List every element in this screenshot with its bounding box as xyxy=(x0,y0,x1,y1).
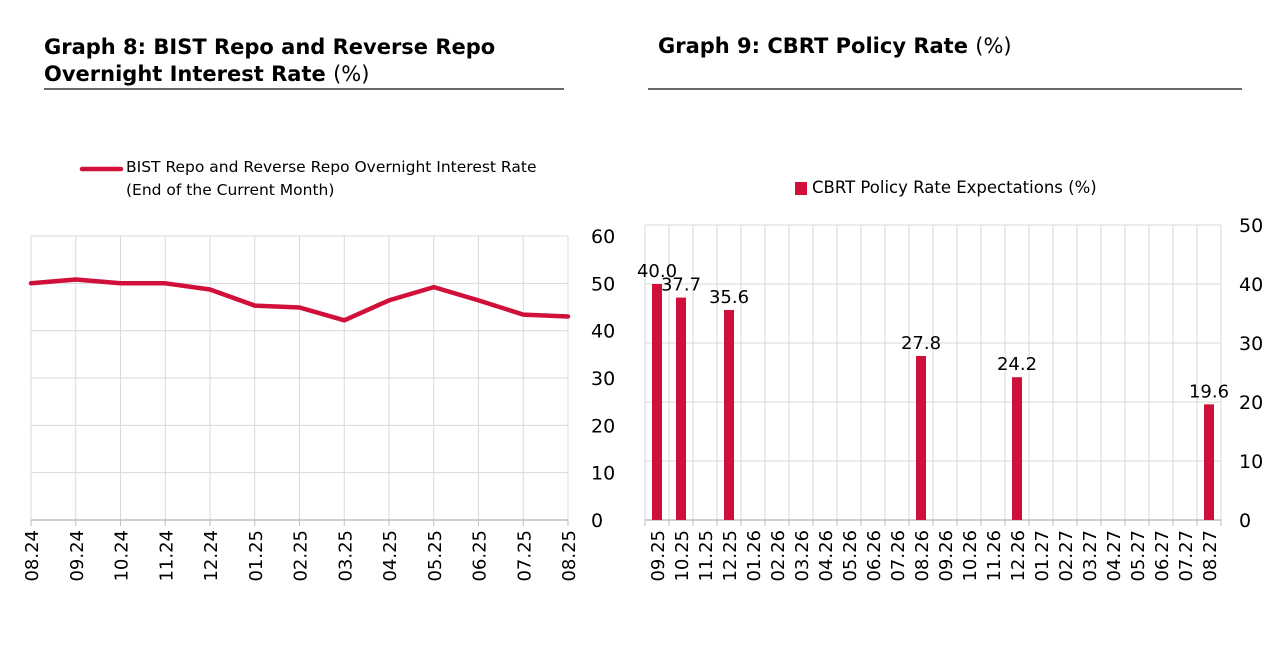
graph8-y-tick-label: 0 xyxy=(591,510,603,532)
graph8-x-tick-label: 11.24 xyxy=(156,530,177,582)
graph9-data-label: 19.6 xyxy=(1189,381,1229,402)
graph9-x-tick-label: 06.27 xyxy=(1152,530,1173,582)
graph8-x-tick-label: 03.25 xyxy=(335,530,356,582)
graph9-x-tick-label: 08.26 xyxy=(912,530,933,582)
graph9-x-tick-label: 07.26 xyxy=(888,530,909,582)
graph8-title: Graph 8: BIST Repo and Reverse Repo Over… xyxy=(44,34,619,88)
graph9-x-tick-label: 07.27 xyxy=(1176,530,1197,582)
graph8-x-tick-label: 08.24 xyxy=(22,530,43,582)
graph8-title-text: Graph 8: BIST Repo and Reverse Repo Over… xyxy=(44,35,496,86)
graph9-x-tick-label: 08.27 xyxy=(1200,530,1221,582)
graph9-legend-label: CBRT Policy Rate Expectations (%) xyxy=(812,178,1097,197)
graph9-x-tick-label: 05.26 xyxy=(840,530,861,582)
graph8-x-tick-label: 08.25 xyxy=(559,530,580,582)
graph9-y-tick-label: 0 xyxy=(1239,510,1251,532)
graph9-x-tick-label: 10.25 xyxy=(672,530,693,582)
graph9-data-label: 37.7 xyxy=(661,275,701,296)
graph9-bar xyxy=(676,297,686,520)
graph8-x-tick-label: 06.25 xyxy=(470,530,491,582)
graph9-x-tick-label: 06.26 xyxy=(864,530,885,582)
graph9-title-text: Graph 9: CBRT Policy Rate xyxy=(658,34,968,58)
graph9-data-label: 40.0 xyxy=(637,261,677,282)
graph9-x-tick-label: 05.27 xyxy=(1128,530,1149,582)
graph9-x-tick-label: 02.27 xyxy=(1056,530,1077,582)
graph8-legend-label-2: (End of the Current Month) xyxy=(126,181,334,199)
graph9-x-tick-label: 11.26 xyxy=(984,530,1005,582)
graph9-title: Graph 9: CBRT Policy Rate (%) xyxy=(658,33,1218,60)
graph9-data-label: 24.2 xyxy=(997,354,1037,375)
graph9-y-tick-label: 40 xyxy=(1239,274,1263,296)
graph8-title-rule xyxy=(44,88,564,90)
graph8-x-tick-label: 04.25 xyxy=(380,530,401,582)
graph8-x-tick-label: 09.24 xyxy=(67,530,88,582)
graph9-x-tick-label: 11.25 xyxy=(696,530,717,582)
graph8-x-tick-label: 10.24 xyxy=(112,530,133,582)
graph9-x-tick-label: 12.25 xyxy=(720,530,741,582)
graph9-x-tick-label: 01.27 xyxy=(1032,530,1053,582)
graph8-y-tick-label: 60 xyxy=(591,226,615,248)
graph9-x-tick-label: 04.27 xyxy=(1104,530,1125,582)
graph8-legend-label: BIST Repo and Reverse Repo Overnight Int… xyxy=(126,158,536,176)
graph8-y-tick-label: 10 xyxy=(591,463,615,485)
graph9-y-tick-label: 30 xyxy=(1239,333,1263,355)
graph9-bar xyxy=(1012,377,1022,520)
graph9-bar xyxy=(652,284,662,520)
graph8-y-tick-label: 30 xyxy=(591,368,615,390)
graph8-y-tick-label: 40 xyxy=(591,321,615,343)
graph9-y-tick-label: 10 xyxy=(1239,451,1263,473)
graph9-x-tick-label: 02.26 xyxy=(768,530,789,582)
graph9-legend-swatch xyxy=(795,182,807,195)
graph8-x-tick-label: 07.25 xyxy=(514,530,535,582)
graph8-y-tick-label: 20 xyxy=(591,415,615,437)
graph9-title-unit: (%) xyxy=(975,34,1012,58)
graph9-x-tick-label: 03.27 xyxy=(1080,530,1101,582)
graph9-x-tick-label: 12.26 xyxy=(1008,530,1029,582)
graph8-x-tick-label: 01.25 xyxy=(246,530,267,582)
graph9-bar xyxy=(724,309,734,520)
graph9-x-tick-label: 03.26 xyxy=(792,530,813,582)
graph9-bar xyxy=(1204,404,1214,520)
graph9-data-label: 35.6 xyxy=(709,287,749,308)
graph9-title-rule xyxy=(648,88,1242,90)
graph9-x-tick-label: 10.26 xyxy=(960,530,981,582)
graph9-x-tick-label: 09.25 xyxy=(648,530,669,582)
graph9-bar xyxy=(916,355,926,520)
graph8-y-tick-label: 50 xyxy=(591,273,615,295)
graph9-x-tick-label: 09.26 xyxy=(936,530,957,582)
graph9-data-label: 27.8 xyxy=(901,333,941,354)
graph9-x-tick-label: 04.26 xyxy=(816,530,837,582)
graph8-x-tick-label: 12.24 xyxy=(201,530,222,582)
graph8-x-tick-label: 05.25 xyxy=(425,530,446,582)
graph9-y-tick-label: 20 xyxy=(1239,392,1263,414)
graph8-title-unit: (%) xyxy=(333,62,370,86)
graph8-x-tick-label: 02.25 xyxy=(291,530,312,582)
graph9-x-tick-label: 01.26 xyxy=(744,530,765,582)
graph9-y-tick-label: 50 xyxy=(1239,215,1263,237)
